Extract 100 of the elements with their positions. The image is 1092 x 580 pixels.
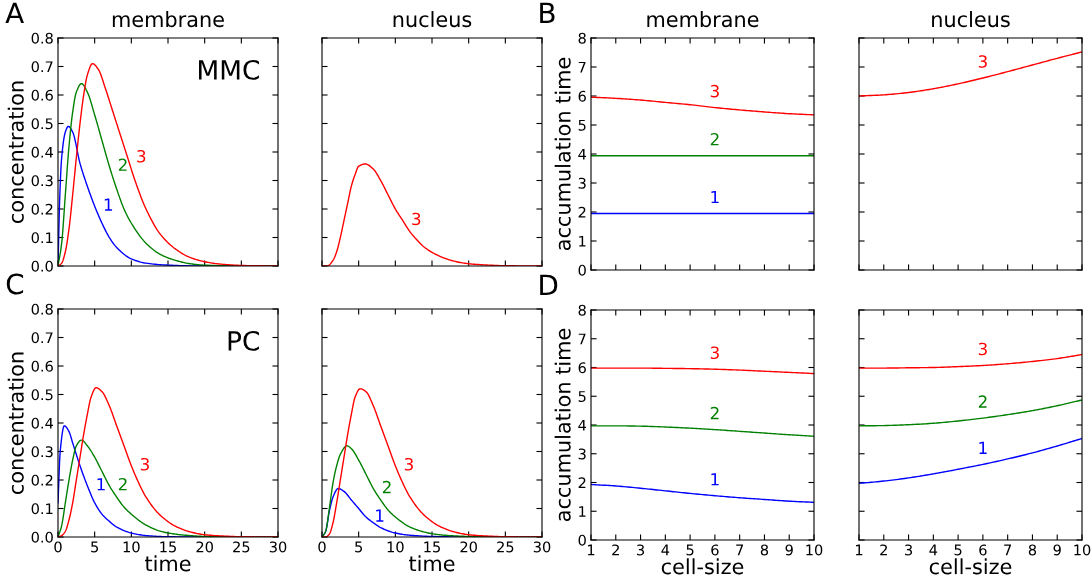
x-tick-label: 10 (1074, 544, 1091, 556)
y-tick-label: 0.2 (31, 474, 53, 486)
y-tick-label: 1 (579, 235, 586, 247)
y-tick-label: 0.3 (31, 175, 53, 187)
y-tick-label: 0.1 (31, 503, 53, 515)
y-tick-label: 0.7 (31, 61, 53, 73)
series-label: 3 (978, 55, 987, 68)
series-label: 1 (979, 441, 987, 454)
y-tick-label: 0.2 (31, 203, 53, 215)
series-label: 3 (137, 149, 146, 163)
y-tick-label: 8 (578, 32, 586, 44)
x-tick-label: 5 (686, 544, 694, 556)
y-tick-label: 4 (578, 148, 587, 160)
y-axis-title: concentration (7, 81, 24, 223)
y-tick-label: 0.6 (31, 360, 53, 372)
x-axis-title: time (145, 555, 191, 572)
x-tick-label: 0 (318, 541, 326, 553)
x-tick-label: 20 (460, 541, 477, 553)
x-tick-label: 2 (612, 544, 619, 556)
series-label: 1 (711, 190, 719, 204)
text: B (540, 2, 555, 23)
y-tick-label: 4 (578, 419, 587, 431)
x-tick-label: 10 (123, 541, 140, 553)
x-tick-label: 4 (661, 544, 670, 556)
series-label: 2 (710, 406, 719, 420)
y-tick-label: 2 (578, 206, 586, 218)
series-label: 3 (404, 457, 413, 471)
y-tick-label: 0.5 (31, 118, 53, 130)
x-tick-label: 5 (91, 541, 99, 553)
x-tick-label: 15 (160, 541, 176, 553)
annotation: PC (228, 330, 259, 351)
x-tick-label: 20 (196, 541, 213, 553)
x-tick-label: 9 (1053, 544, 1061, 556)
y-tick-label: 7 (578, 333, 586, 345)
x-tick-label: 8 (1028, 544, 1037, 556)
chart-title: membrane (647, 11, 759, 28)
y-tick-label: 0.3 (31, 446, 53, 458)
series-label: 1 (104, 198, 113, 211)
text: C (6, 273, 24, 295)
x-tick-label: 25 (497, 541, 514, 553)
x-tick-label: 30 (533, 541, 551, 553)
series-label: 3 (710, 346, 719, 360)
series-label: 3 (978, 342, 987, 356)
series-label: 2 (978, 395, 987, 408)
x-tick-label: 10 (387, 541, 404, 553)
x-tick-label: 2 (880, 544, 887, 556)
series-label: 2 (710, 132, 719, 146)
y-tick-label: 5 (578, 119, 586, 131)
x-tick-label: 3 (637, 544, 645, 556)
x-tick-label: 6 (711, 544, 719, 556)
x-tick-label: 0 (54, 541, 62, 553)
y-tick-label: 0.5 (31, 389, 53, 401)
y-tick-label: 2 (578, 477, 586, 489)
y-tick-label: 0.4 (31, 417, 54, 429)
series-label: 1 (97, 478, 105, 491)
series-label: 2 (118, 158, 127, 171)
x-tick-label: 15 (424, 541, 440, 553)
y-tick-label: 0.8 (31, 32, 53, 44)
series-label: 1 (711, 473, 719, 486)
x-tick-label: 6 (979, 544, 987, 556)
y-tick-label: 0 (578, 264, 586, 276)
y-tick-label: 0.1 (31, 232, 53, 244)
chart-title: nucleus (393, 11, 472, 28)
series-label: 1 (376, 509, 384, 522)
text: A (5, 2, 24, 24)
y-tick-label: 8 (578, 304, 586, 316)
x-axis-title: cell-size (661, 558, 744, 575)
x-tick-label: 1 (587, 544, 595, 556)
x-tick-label: 1 (855, 544, 863, 556)
y-tick-label: 0.0 (31, 531, 53, 543)
y-tick-label: 5 (578, 391, 586, 402)
y-tick-label: 7 (578, 61, 586, 73)
y-tick-label: 1 (579, 506, 586, 517)
chart-title: nucleus (932, 11, 1010, 28)
x-tick-label: 5 (355, 541, 363, 553)
x-axis-title: cell-size (929, 558, 1012, 575)
x-tick-label: 3 (905, 544, 913, 556)
y-axis-title: accumulation time (554, 57, 571, 251)
y-tick-label: 0.6 (31, 89, 53, 101)
annotation: MMC (199, 59, 259, 80)
series-label: 2 (118, 477, 127, 491)
text: D (540, 274, 558, 296)
y-tick-label: 0.4 (31, 146, 54, 158)
x-tick-label: 5 (954, 544, 962, 556)
x-tick-label: 4 (929, 544, 938, 556)
y-tick-label: 3 (578, 448, 586, 460)
y-tick-label: 3 (578, 177, 586, 189)
series-label: 3 (140, 457, 149, 471)
y-tick-label: 0.0 (31, 260, 53, 272)
x-tick-label: 25 (233, 541, 250, 553)
series-label: 3 (710, 84, 719, 98)
x-axis-title: time (409, 555, 455, 572)
x-tick-label: 7 (736, 544, 744, 556)
x-tick-label: 30 (269, 541, 287, 553)
x-tick-label: 8 (760, 544, 769, 556)
x-tick-label: 7 (1004, 544, 1012, 556)
y-axis-title: accumulation time (554, 328, 571, 522)
y-tick-label: 6 (578, 90, 586, 102)
series-label: 3 (412, 212, 421, 226)
y-tick-label: 0.8 (31, 303, 53, 315)
